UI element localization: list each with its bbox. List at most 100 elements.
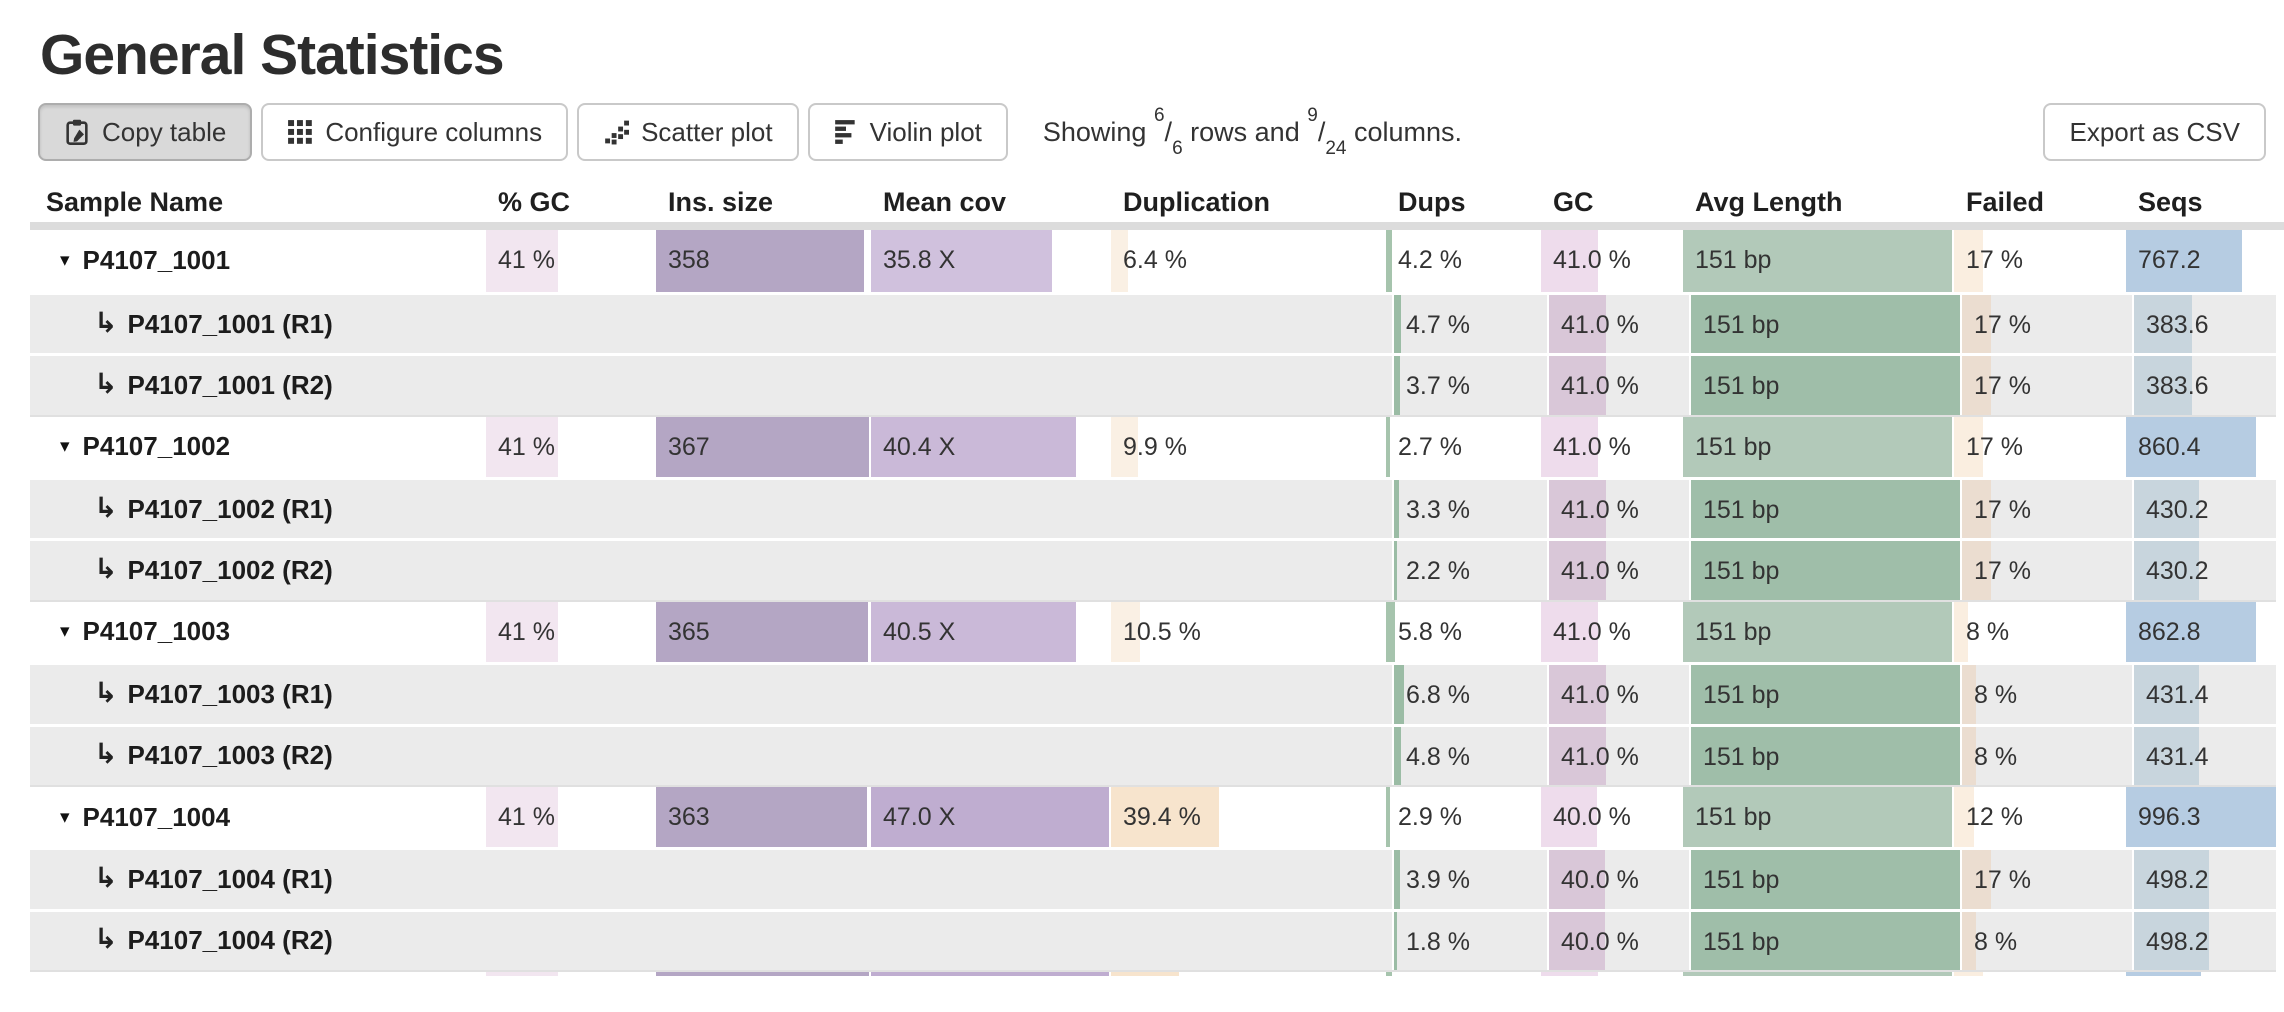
cell-dup: 9.9 % bbox=[1111, 417, 1386, 477]
column-header-mean[interactable]: Mean cov bbox=[883, 186, 1007, 217]
cell-seqs: 498.2 bbox=[2134, 849, 2284, 909]
subrow-arrow-icon: ↳ bbox=[94, 306, 118, 338]
cell-value: 17 % bbox=[1974, 310, 2031, 339]
export-csv-button[interactable]: Export as CSV bbox=[2043, 103, 2266, 161]
subrow-arrow-icon: ↳ bbox=[94, 553, 118, 585]
cell-dup: 6.4 % bbox=[1111, 230, 1386, 292]
sample-name[interactable]: ▾ P4107_1004 bbox=[30, 787, 484, 847]
cell-avg: 151 bp bbox=[1691, 664, 1962, 724]
configure-columns-button[interactable]: Configure columns bbox=[261, 103, 569, 161]
sample-name-cell bbox=[30, 972, 486, 977]
column-header-gc[interactable]: GC bbox=[1553, 186, 1594, 217]
sample-name[interactable]: ↳ P4107_1001 (R1) bbox=[30, 295, 1392, 354]
sample-name-label: P4107_1001 (R1) bbox=[127, 308, 333, 339]
column-header-dup[interactable]: Duplication bbox=[1123, 186, 1270, 217]
column-header-dups[interactable]: Dups bbox=[1398, 186, 1466, 217]
showing-prefix: Showing bbox=[1042, 116, 1147, 147]
column-header-failed[interactable]: Failed bbox=[1966, 186, 2045, 217]
cell-value: 17 % bbox=[1974, 495, 2031, 524]
cell-value: 996.3 bbox=[2138, 803, 2201, 832]
cell-value: 17 % bbox=[1974, 865, 2031, 894]
cell-avg: 151 bp bbox=[1691, 911, 1962, 971]
cell-dups: 2.9 % bbox=[1386, 787, 1541, 847]
sample-name[interactable]: ▾ P4107_1001 bbox=[30, 230, 484, 292]
sample-name-cell: ▾ P4107_1004 bbox=[30, 787, 486, 847]
failed-bar bbox=[1954, 972, 1983, 977]
scatter-icon bbox=[603, 119, 630, 145]
clipboard-icon bbox=[64, 118, 90, 146]
cell-dups: 3.3 % bbox=[1394, 479, 1549, 539]
avg-bar bbox=[1691, 726, 1960, 786]
cell-value: 39.4 % bbox=[1123, 803, 1201, 832]
sample-name[interactable]: ↳ P4107_1001 (R2) bbox=[30, 356, 1392, 415]
subrow-arrow-icon: ↳ bbox=[94, 491, 118, 523]
failed-bar bbox=[1954, 417, 1983, 477]
cell-failed: 17 % bbox=[1962, 849, 2134, 909]
cell-seqs: 431.4 bbox=[2134, 664, 2284, 724]
failed-bar bbox=[1954, 230, 1983, 292]
sample-name[interactable]: ↳ P4107_1002 (R2) bbox=[30, 541, 1392, 600]
cell-value: 151 bp bbox=[1703, 927, 1780, 956]
seqs-bar bbox=[2134, 294, 2192, 354]
scatter-plot-button[interactable]: Scatter plot bbox=[577, 103, 799, 161]
column-header-avg[interactable]: Avg Length bbox=[1695, 186, 1843, 217]
sample-name-cell: ▾ P4107_1002 bbox=[30, 417, 486, 477]
rows-total-count: 6 bbox=[1172, 137, 1183, 159]
gc-bar bbox=[1549, 479, 1607, 539]
cell-value: 10.5 % bbox=[1123, 618, 1201, 647]
sample-name[interactable]: ↳ P4107_1004 (R2) bbox=[30, 912, 1392, 971]
table-row: ▾ P4107_1004 41 % 363 47.0 X 39.4 % 2.9 % 40.0 … bbox=[30, 785, 2276, 847]
sample-name-label: P4107_1003 (R1) bbox=[127, 678, 333, 709]
cell-value: 151 bp bbox=[1703, 557, 1780, 586]
cell-seqs: 767.2 bbox=[2126, 230, 2276, 292]
cell-gc bbox=[1541, 972, 1683, 977]
cell-value: 365 bbox=[668, 618, 710, 647]
avg-bar bbox=[1691, 356, 1960, 416]
cell-mean: 40.5 X bbox=[871, 602, 1111, 662]
column-header-pct_gc[interactable]: % GC bbox=[498, 186, 571, 217]
seqs-bar bbox=[2134, 356, 2192, 416]
cell-failed: 17 % bbox=[1962, 294, 2134, 354]
cell-value: 367 bbox=[668, 433, 710, 462]
cell-value: 47.0 X bbox=[883, 803, 956, 832]
dups-bar bbox=[1394, 541, 1398, 601]
violin-plot-button[interactable]: Violin plot bbox=[807, 103, 1008, 161]
sample-name[interactable]: ▾ P4107_1002 bbox=[30, 417, 484, 477]
table-row: ▾ P4107_1002 41 % 367 40.4 X 9.9 % 2.7 % 41.0 %… bbox=[30, 415, 2276, 477]
sample-name[interactable]: ▾ P4107_1003 bbox=[30, 602, 484, 662]
cell-pct_gc: 41 % bbox=[486, 602, 656, 662]
cell-value: 151 bp bbox=[1703, 742, 1780, 771]
table-row: ▾ P4107_1001 41 % 358 35.8 X 6.4 % 4.2 % 41.0 %… bbox=[30, 230, 2276, 292]
showing-suffix: columns. bbox=[1353, 116, 1463, 147]
cell-seqs: 996.3 bbox=[2126, 787, 2276, 847]
seqs-bar bbox=[2126, 602, 2256, 662]
cell-value: 363 bbox=[668, 803, 710, 832]
gc-bar bbox=[1541, 230, 1599, 292]
cell-failed: 17 % bbox=[1962, 541, 2134, 601]
column-header-ins[interactable]: Ins. size bbox=[668, 186, 774, 217]
sample-name[interactable]: ↳ P4107_1003 (R1) bbox=[30, 665, 1392, 724]
cell-value: 151 bp bbox=[1703, 310, 1780, 339]
avg-bar bbox=[1683, 787, 1952, 847]
cell-value: 41.0 % bbox=[1561, 557, 1639, 586]
table-row-child: ↳ P4107_1003 (R1) 6.8 % 41.0 % 151 bp 8 % 431.… bbox=[30, 661, 2276, 724]
dups-bar bbox=[1394, 911, 1397, 971]
dups-bar bbox=[1394, 726, 1402, 786]
gc-bar bbox=[1541, 417, 1599, 477]
dup-bar bbox=[1111, 972, 1180, 977]
sample-name[interactable]: ↳ P4107_1003 (R2) bbox=[30, 727, 1392, 786]
cell-ins: 367 bbox=[656, 417, 871, 477]
dups-bar bbox=[1386, 230, 1393, 292]
avg-bar bbox=[1691, 849, 1960, 909]
mean-bar bbox=[871, 230, 1052, 292]
column-header-seqs[interactable]: Seqs bbox=[2138, 186, 2203, 217]
column-header-sample[interactable]: Sample Name bbox=[46, 186, 224, 217]
sample-name[interactable]: ↳ P4107_1004 (R1) bbox=[30, 850, 1392, 909]
sample-name[interactable]: ↳ P4107_1002 (R1) bbox=[30, 480, 1392, 539]
cell-value: 1.8 % bbox=[1406, 927, 1470, 956]
subrow-arrow-icon: ↳ bbox=[94, 738, 118, 770]
copy-table-button[interactable]: Copy table bbox=[38, 103, 253, 161]
cell-value: 151 bp bbox=[1703, 865, 1780, 894]
cell-failed: 17 % bbox=[1954, 417, 2126, 477]
sample-name-cell: ↳ P4107_1004 (R2) bbox=[30, 911, 1394, 971]
